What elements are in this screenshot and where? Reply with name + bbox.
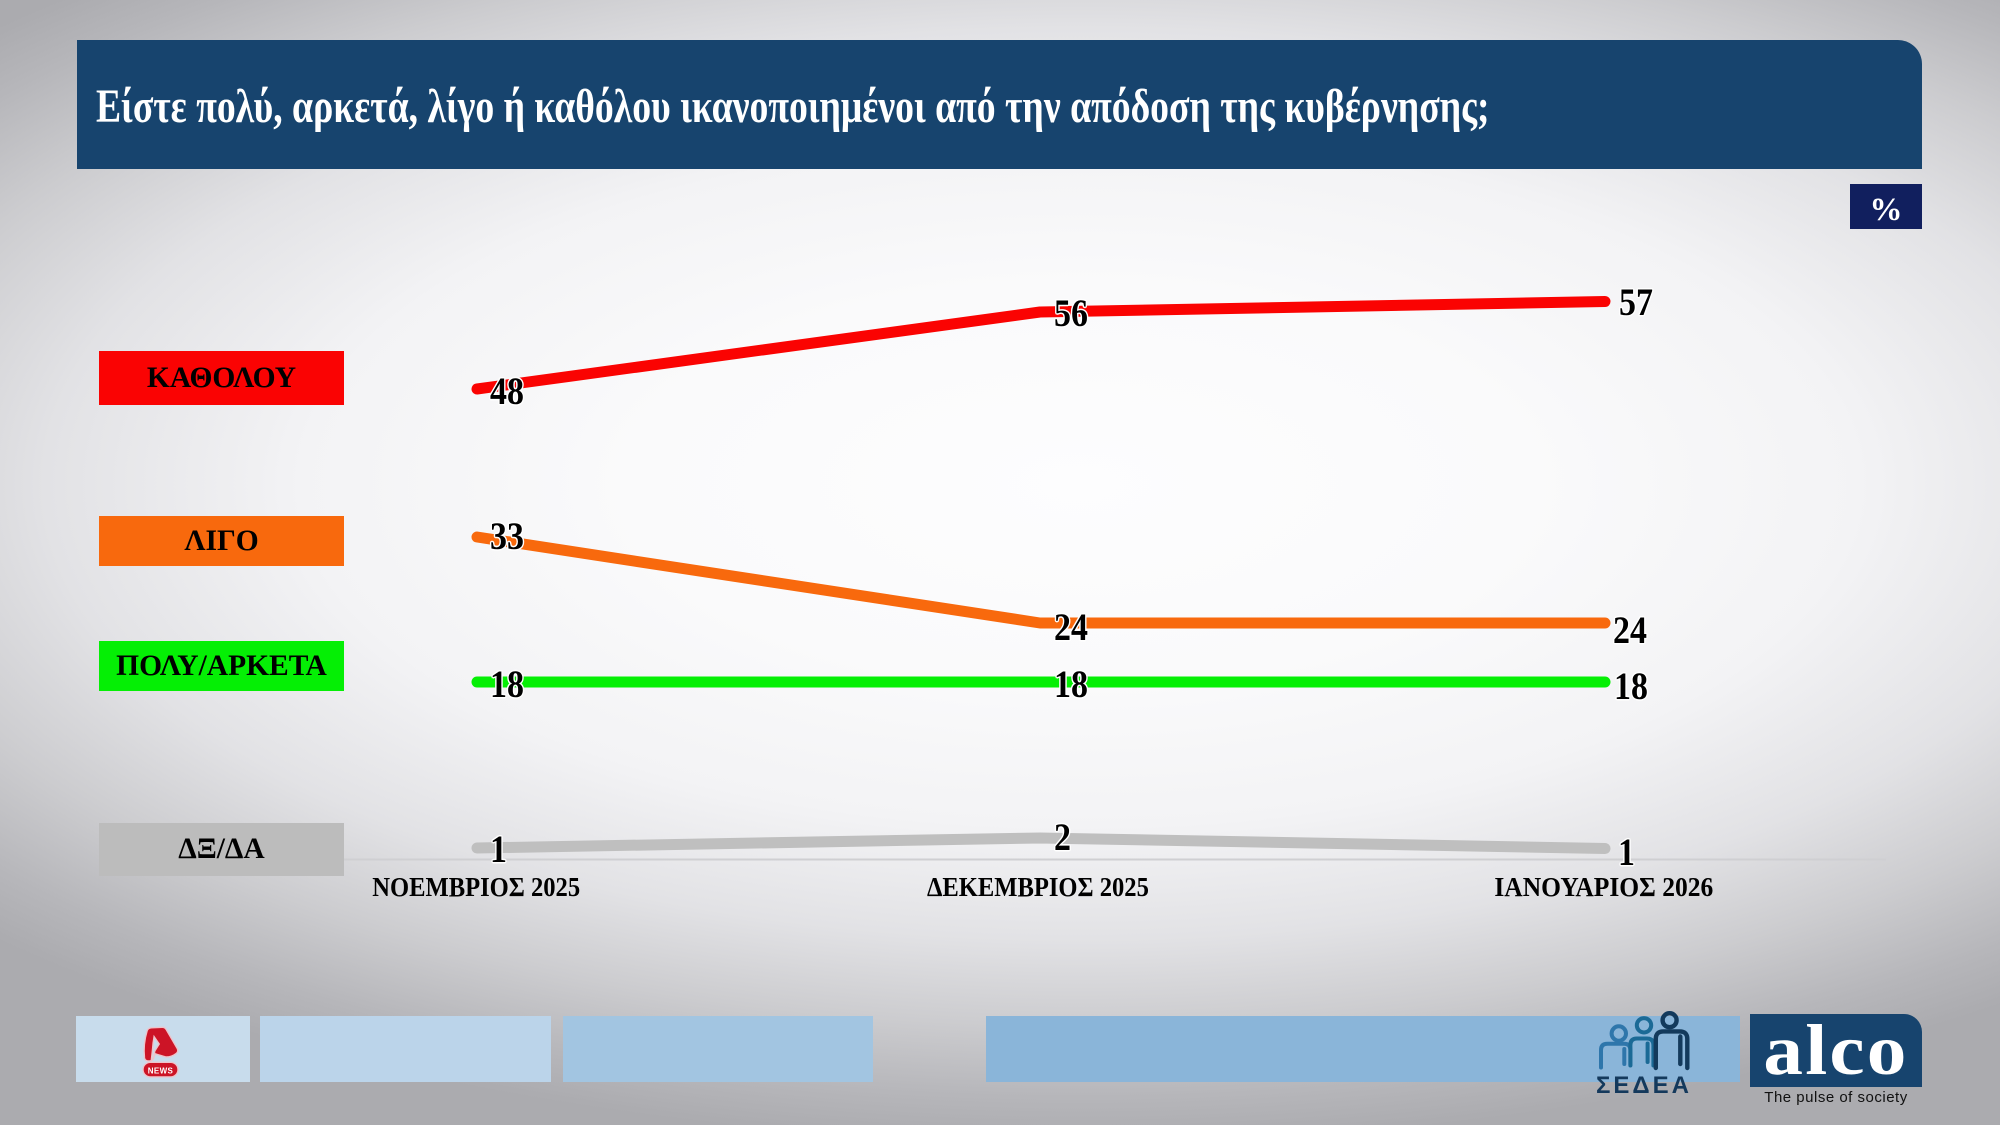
svg-text:NEWS: NEWS bbox=[148, 1066, 174, 1075]
